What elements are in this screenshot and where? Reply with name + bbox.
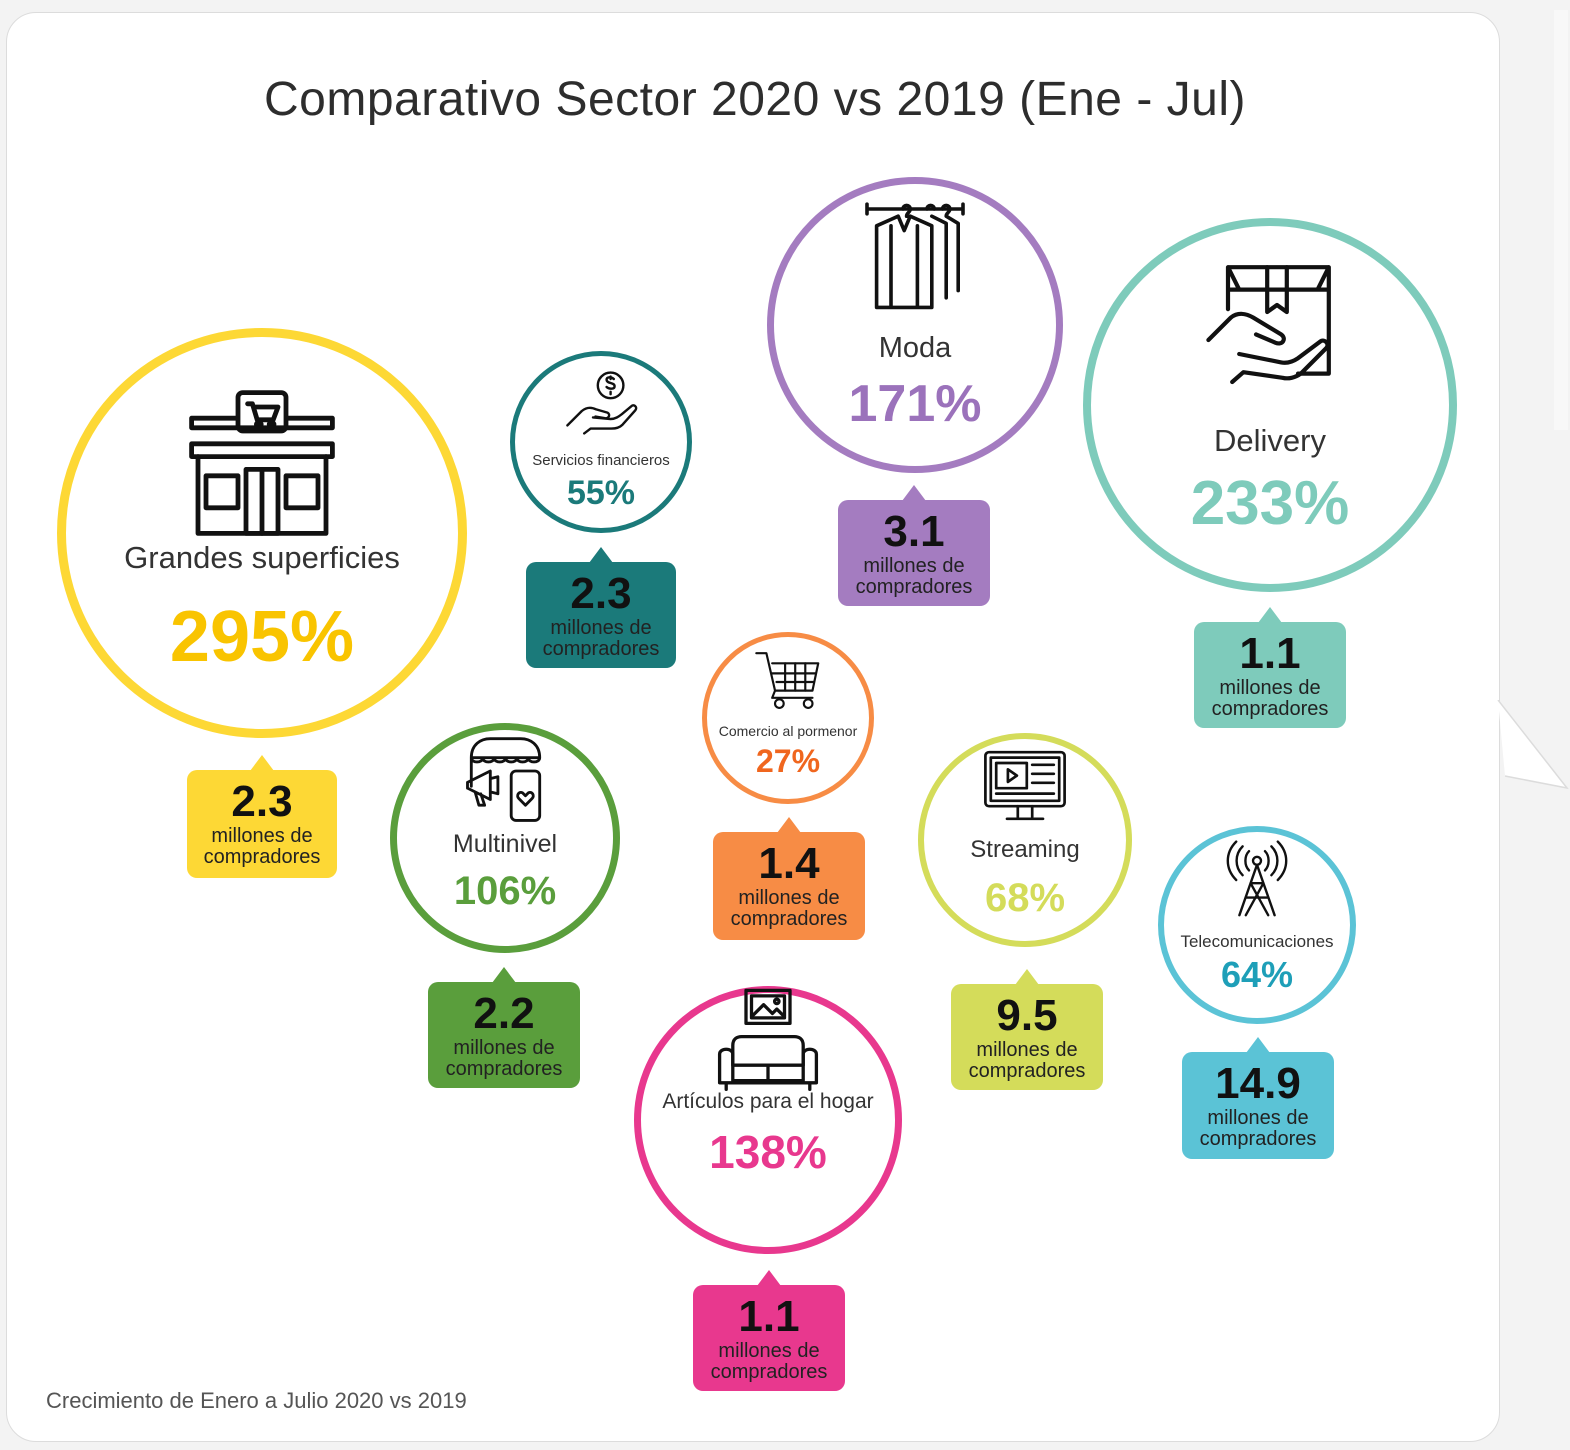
growth-percent: 55% xyxy=(566,474,636,512)
buyers-value: 2.2 xyxy=(473,989,535,1038)
growth-percent: 64% xyxy=(1220,954,1294,995)
buyers-tag-moda: 3.1 millones de compradores xyxy=(838,485,990,606)
sector-name: Servicios financieros xyxy=(532,452,670,469)
buyers-tag-comercio: 1.4 millones de compradores xyxy=(713,817,865,940)
growth-percent: 68% xyxy=(984,876,1066,920)
shopping-cart-icon xyxy=(752,646,824,718)
growth-percent: 27% xyxy=(755,743,821,779)
sector-name: Grandes superficies xyxy=(124,540,400,575)
buyers-value: 1.1 xyxy=(738,1292,800,1341)
buyers-tag-multinivel: 2.2 millones de compradores xyxy=(428,967,580,1088)
growth-percent: 295% xyxy=(169,597,355,677)
buyers-value: 1.1 xyxy=(1239,629,1301,678)
sofa-picture-icon xyxy=(713,986,823,1096)
buyers-unit: millones de compradores xyxy=(710,1340,828,1383)
bubble-grandes: Grandes superficies 295% xyxy=(57,328,467,738)
buyers-tag-hogar: 1.1 millones de compradores xyxy=(693,1270,845,1391)
sector-name: Streaming xyxy=(970,836,1080,863)
clothes-rack-icon xyxy=(855,197,975,317)
bubble-financieros: Servicios financieros 55% xyxy=(510,351,692,533)
video-screen-icon xyxy=(980,745,1070,835)
buyers-tag-financieros: 2.3 millones de compradores xyxy=(526,547,676,668)
buyers-tag-telecom: 14.9 millones de compradores xyxy=(1182,1037,1334,1159)
sector-name: Telecomunicaciones xyxy=(1180,932,1334,951)
buyers-unit: millones de compradores xyxy=(1211,677,1329,720)
sector-name: Multinivel xyxy=(452,830,558,858)
bubble-multinivel: Multinivel 106% xyxy=(390,723,620,953)
antenna-tower-icon xyxy=(1217,840,1297,920)
buyers-unit: millones de compradores xyxy=(203,825,321,868)
growth-percent: 233% xyxy=(1190,469,1350,538)
buyers-unit: millones de compradores xyxy=(730,887,848,930)
side-panel-edge xyxy=(1554,10,1568,430)
megaphone-phone-icon xyxy=(458,733,553,828)
bubble-streaming: Streaming 68% xyxy=(918,733,1132,947)
callout-arrow xyxy=(1497,700,1569,790)
buyers-value: 14.9 xyxy=(1215,1059,1301,1108)
buyers-unit: millones de compradores xyxy=(542,617,660,660)
bubble-hogar: Artículos para el hogar 138% xyxy=(634,986,902,1254)
buyers-unit: millones de compradores xyxy=(968,1039,1086,1082)
buyers-unit: millones de compradores xyxy=(445,1037,563,1080)
sector-name: Delivery xyxy=(1214,423,1326,458)
bubble-delivery: Delivery 233% xyxy=(1083,218,1457,592)
bubble-comercio: Comercio al pormenor 27% xyxy=(702,632,874,804)
buyers-tag-delivery: 1.1 millones de compradores xyxy=(1194,607,1346,728)
buyers-unit: millones de compradores xyxy=(855,555,973,598)
buyers-tag-streaming: 9.5 millones de compradores xyxy=(951,969,1103,1090)
sector-name: Artículos para el hogar xyxy=(662,1090,874,1113)
growth-percent: 171% xyxy=(848,375,982,433)
bubble-moda: Moda 171% xyxy=(767,177,1063,473)
buyers-value: 3.1 xyxy=(883,507,945,556)
buyers-value: 1.4 xyxy=(758,839,820,888)
sector-name: Comercio al pormenor xyxy=(718,723,858,739)
growth-percent: 138% xyxy=(709,1126,827,1178)
sector-name: Moda xyxy=(878,332,952,364)
page-title: Comparativo Sector 2020 vs 2019 (Ene - J… xyxy=(264,73,1246,126)
footnote: Crecimiento de Enero a Julio 2020 vs 201… xyxy=(46,1388,467,1413)
package-hand-icon xyxy=(1200,256,1340,396)
hand-coin-icon xyxy=(561,363,641,443)
buyers-value: 2.3 xyxy=(231,777,293,826)
bubble-telecom: Telecomunicaciones 64% xyxy=(1158,826,1356,1024)
buyers-value: 2.3 xyxy=(570,569,632,618)
buyers-tag-grandes: 2.3 millones de compradores xyxy=(187,755,337,878)
growth-percent: 106% xyxy=(453,869,557,913)
buyers-unit: millones de compradores xyxy=(1199,1107,1317,1150)
buyers-value: 9.5 xyxy=(996,991,1058,1040)
storefront-icon xyxy=(182,383,342,543)
